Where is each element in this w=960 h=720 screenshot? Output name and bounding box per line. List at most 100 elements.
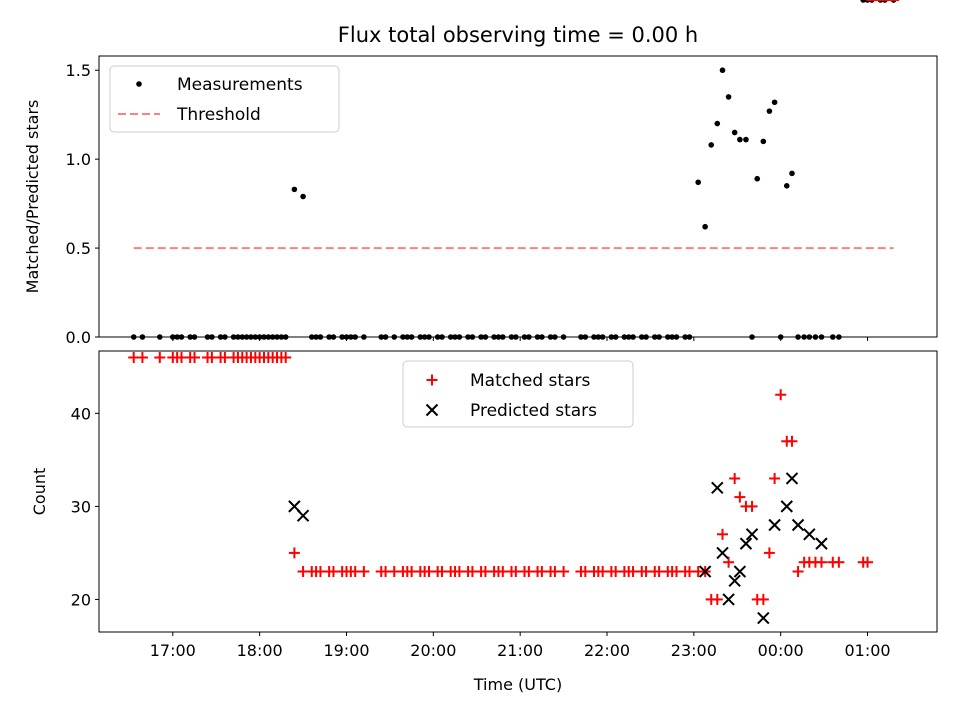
measurement-point xyxy=(737,136,743,143)
count-plot-frame xyxy=(98,350,938,633)
count-panel: Count Time (UTC) 20 30 40 17:00 18:00 19:00 20:0… xyxy=(30,0,938,694)
predicted-point-b xyxy=(739,537,753,550)
matched-point xyxy=(358,566,370,578)
measurement-point xyxy=(860,0,866,3)
predicted-point xyxy=(739,537,753,550)
x-tick-label: 00:00 xyxy=(758,641,804,660)
y-axis-label: Count xyxy=(30,468,49,516)
matched-point xyxy=(288,547,300,559)
legend-predicted-label: Predicted stars xyxy=(470,401,597,421)
matched-point xyxy=(816,556,828,568)
matched-point xyxy=(862,556,874,568)
predicted-point xyxy=(780,500,793,513)
predicted-point xyxy=(785,472,799,485)
predicted-point-b xyxy=(768,518,781,532)
predicted-point xyxy=(803,528,816,541)
matched-point xyxy=(717,528,729,540)
matched-point xyxy=(734,491,746,503)
matched-point xyxy=(189,352,201,364)
matched-point xyxy=(154,352,166,364)
measurement-point xyxy=(743,136,749,143)
predicted-point-b xyxy=(733,565,747,578)
legend-predicted-marker-b xyxy=(425,403,439,417)
y-axis-label: Matched/Predicted stars xyxy=(23,100,42,294)
x-tick-label: 17:00 xyxy=(150,641,196,660)
x-tick-label: 20:00 xyxy=(410,641,456,660)
y-tick-label: 1.0 xyxy=(66,150,91,169)
count-legend: Matched stars Predicted stars xyxy=(402,360,634,428)
legend-matched-marker xyxy=(426,374,438,386)
measurement-point xyxy=(771,99,778,106)
predicted-point xyxy=(711,481,724,494)
measurement-point xyxy=(714,120,721,127)
x-tick-label: 01:00 xyxy=(844,641,890,660)
measurement-point xyxy=(783,183,790,189)
predicted-point xyxy=(757,611,770,625)
matched-point xyxy=(746,500,758,512)
measurement-point xyxy=(760,138,767,145)
y-tick-label: 0.0 xyxy=(66,328,91,347)
matched-point xyxy=(775,389,787,401)
predicted-point xyxy=(698,565,712,578)
legend-box xyxy=(109,65,340,133)
matched-point xyxy=(792,566,804,578)
x-tick-label: 23:00 xyxy=(671,641,717,660)
y-tick-label: 0.5 xyxy=(66,239,91,258)
measurement-point xyxy=(300,193,306,200)
legend-threshold-label: Threshold xyxy=(176,105,261,125)
ratio-panel: Flux total observing time = 0.00 h Matche… xyxy=(23,0,938,347)
y-tick-label: 1.5 xyxy=(66,61,91,80)
measurement-point xyxy=(291,186,298,193)
predicted-point-b xyxy=(722,593,735,606)
legend-predicted-marker xyxy=(425,403,439,417)
legend-box xyxy=(402,360,634,428)
y-tick-label: 30 xyxy=(71,497,91,516)
predicted-point xyxy=(733,565,747,578)
measurement-point xyxy=(766,108,773,114)
predicted-point-b xyxy=(716,546,729,560)
measurement-point xyxy=(731,129,738,136)
matched-point xyxy=(558,566,570,578)
x-tick-label: 18:00 xyxy=(237,641,283,660)
measurement-point xyxy=(695,179,701,186)
chart-title: Flux total observing time = 0.00 h xyxy=(338,23,698,47)
matched-point xyxy=(280,352,292,364)
ratio-legend: Measurements Threshold xyxy=(109,65,340,133)
predicted-point xyxy=(815,537,828,550)
predicted-point-b xyxy=(785,472,799,485)
x-axis-label: Time (UTC) xyxy=(473,675,562,694)
predicted-point-b xyxy=(728,574,741,588)
predicted-point-b xyxy=(288,500,301,513)
predicted-point xyxy=(296,509,310,522)
matched-point xyxy=(786,435,798,447)
predicted-point-b xyxy=(296,509,310,522)
predicted-point xyxy=(716,546,729,560)
predicted-point-b xyxy=(711,481,724,494)
measurement-point xyxy=(702,223,708,230)
matched-point xyxy=(136,352,148,364)
matched-point xyxy=(757,593,769,605)
legend-matched-label: Matched stars xyxy=(470,371,590,391)
measurement-point xyxy=(708,142,715,148)
measurement-point xyxy=(719,67,726,74)
predicted-point xyxy=(768,518,781,532)
x-tick-label: 21:00 xyxy=(497,641,543,660)
legend-measurements-label: Measurements xyxy=(177,75,303,95)
y-tick-label: 20 xyxy=(71,590,91,609)
matched-point xyxy=(711,593,723,605)
predicted-point xyxy=(791,518,805,532)
predicted-point-b xyxy=(757,611,770,625)
x-tick-label: 22:00 xyxy=(584,641,630,660)
legend-measurements-marker xyxy=(136,81,142,87)
predicted-point-b xyxy=(815,537,828,550)
x-tick-label: 19:00 xyxy=(323,641,369,660)
matched-point xyxy=(769,472,781,484)
measurement-point xyxy=(754,175,761,182)
predicted-point-b xyxy=(803,528,816,541)
predicted-point-b xyxy=(780,500,793,513)
predicted-point-b xyxy=(698,565,712,578)
predicted-point-b xyxy=(791,518,805,532)
predicted-point xyxy=(745,528,759,541)
matched-point xyxy=(833,556,845,568)
